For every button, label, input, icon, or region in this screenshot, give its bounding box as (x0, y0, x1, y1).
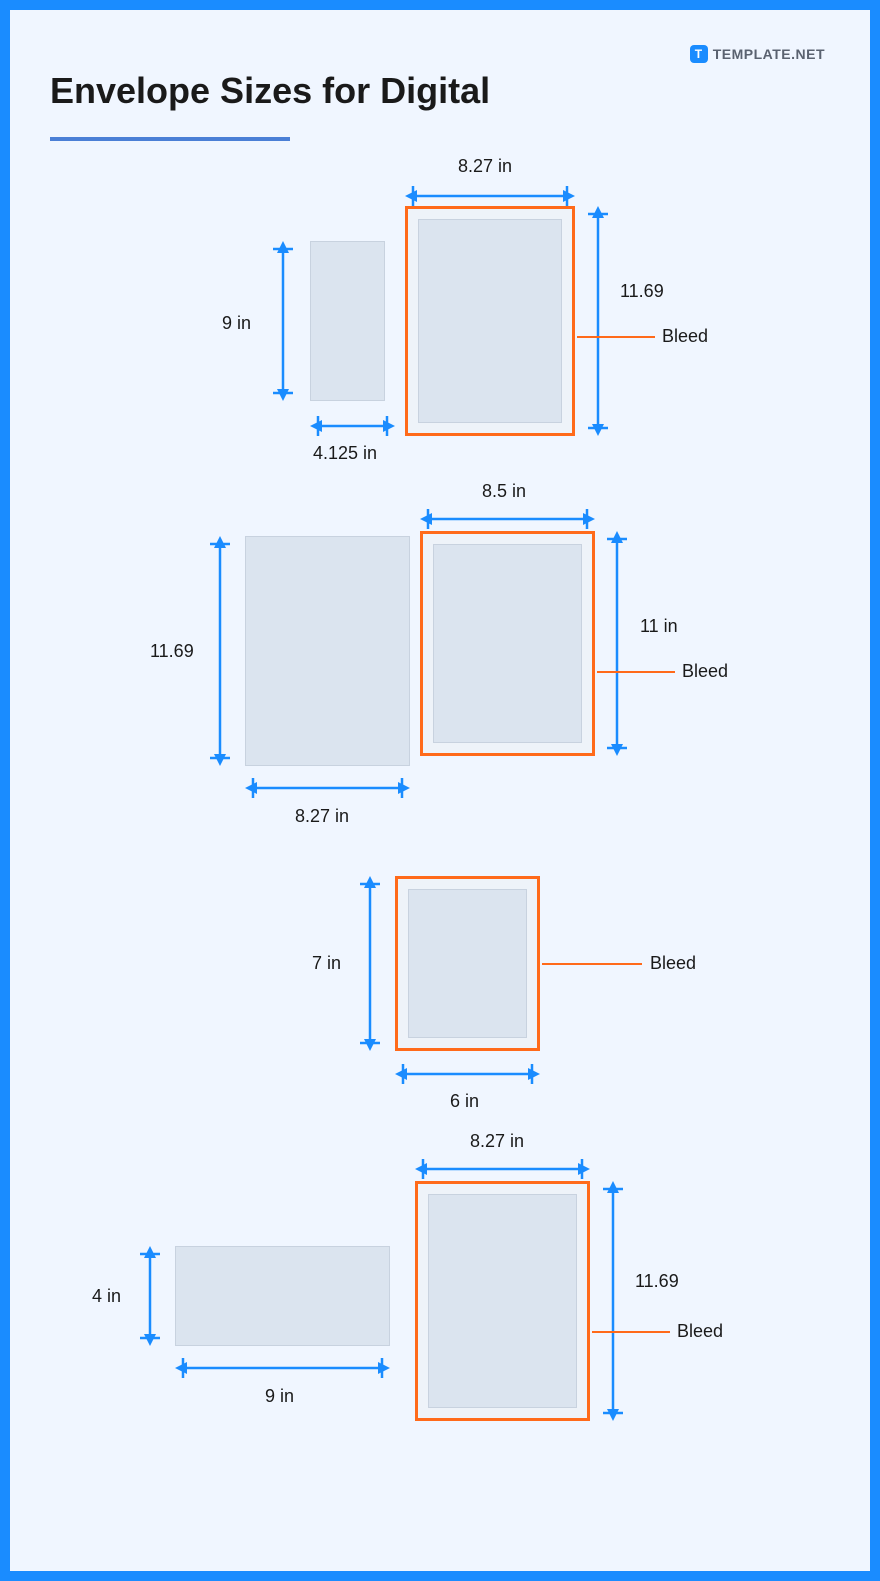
envelope-2-left (245, 536, 410, 766)
dim-arrow (310, 411, 395, 441)
dim-label: 8.5 in (482, 481, 526, 502)
dim-label: 7 in (312, 953, 341, 974)
dim-arrow (583, 206, 613, 436)
logo-badge-icon: T (690, 45, 708, 63)
dim-label: 8.27 in (458, 156, 512, 177)
dim-label: 6 in (450, 1091, 479, 1112)
envelope-1-left (310, 241, 385, 401)
dim-arrow (355, 876, 385, 1051)
envelope-4-right-inner (428, 1194, 577, 1408)
dim-arrow (175, 1353, 390, 1383)
dim-label: 8.27 in (470, 1131, 524, 1152)
dim-arrow (268, 241, 298, 401)
dim-label: 9 in (265, 1386, 294, 1407)
envelope-1-right-inner (418, 219, 562, 423)
dim-arrow (415, 1154, 590, 1184)
bleed-pointer (592, 1331, 670, 1333)
dim-arrow (405, 181, 575, 211)
dim-label: 4 in (92, 1286, 121, 1307)
dim-arrow (245, 773, 410, 803)
dim-arrow (420, 504, 595, 534)
dim-arrow (135, 1246, 165, 1346)
dim-label: 11.69 (635, 1271, 679, 1292)
dim-arrow (395, 1059, 540, 1089)
dim-arrow (205, 536, 235, 766)
envelope-4-right-bleed (415, 1181, 590, 1421)
envelope-3-bleed (395, 876, 540, 1051)
envelope-1-right-bleed (405, 206, 575, 436)
dim-label: 4.125 in (313, 443, 377, 464)
diagram-canvas: 9 in 4.125 in 8.27 in 11.69 Bleed (50, 141, 830, 1521)
bleed-pointer (542, 963, 642, 965)
bleed-pointer (597, 671, 675, 673)
dim-label: 11.69 (620, 281, 664, 302)
dim-label: 11 in (640, 616, 678, 637)
bleed-label: Bleed (662, 326, 708, 347)
dim-label: 8.27 in (295, 806, 349, 827)
envelope-2-right-bleed (420, 531, 595, 756)
bleed-label: Bleed (650, 953, 696, 974)
dim-label: 9 in (222, 313, 251, 334)
envelope-3-inner (408, 889, 527, 1038)
bleed-label: Bleed (677, 1321, 723, 1342)
bleed-label: Bleed (682, 661, 728, 682)
envelope-4-left (175, 1246, 390, 1346)
dim-label: 11.69 (150, 641, 194, 662)
dim-arrow (598, 1181, 628, 1421)
dim-arrow (602, 531, 632, 756)
infographic-frame: T TEMPLATE.NET Envelope Sizes for Digita… (0, 0, 880, 1581)
logo: T TEMPLATE.NET (690, 45, 825, 63)
page-title: Envelope Sizes for Digital (50, 70, 830, 112)
logo-text: TEMPLATE.NET (713, 46, 825, 62)
bleed-pointer (577, 336, 655, 338)
envelope-2-right-inner (433, 544, 582, 743)
